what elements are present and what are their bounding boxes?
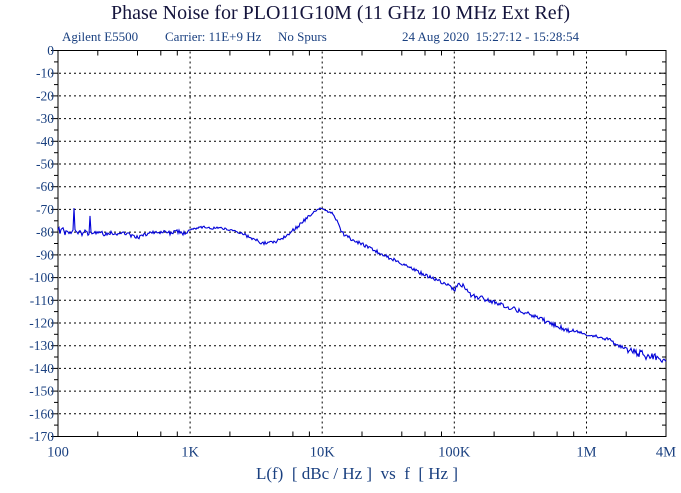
y-tick-label: -50 bbox=[36, 157, 54, 172]
y-tick-label: -90 bbox=[36, 247, 54, 262]
y-tick-label: -10 bbox=[36, 66, 54, 81]
page-title: Phase Noise for PLO11G10M (11 GHz 10 MHz… bbox=[110, 2, 570, 24]
y-tick-label: -160 bbox=[29, 406, 54, 421]
phase-noise-trace bbox=[57, 207, 667, 364]
measurement-datetime-label: 24 Aug 2020 15:27:12 - 15:28:54 bbox=[402, 29, 579, 44]
y-tick-label: -70 bbox=[36, 202, 54, 217]
y-tick-label: -130 bbox=[29, 338, 54, 353]
y-tick-label: -120 bbox=[29, 316, 54, 331]
y-tick-label: -170 bbox=[29, 429, 54, 444]
y-tick-label: -140 bbox=[29, 361, 54, 376]
spurs-status-label: No Spurs bbox=[278, 29, 327, 44]
axis-caption-label: L(f) [ dBc / Hz ] vs f [ Hz ] bbox=[255, 464, 459, 483]
y-tick-label: -100 bbox=[29, 270, 54, 285]
carrier-frequency-label: Carrier: 11E+9 Hz bbox=[165, 29, 262, 44]
y-tick-label: 0 bbox=[47, 43, 54, 58]
y-tick-label: -80 bbox=[36, 225, 54, 240]
y-tick-label: -20 bbox=[36, 88, 54, 103]
x-tick-label: 100 bbox=[47, 445, 69, 461]
x-tick-label: 1M bbox=[576, 445, 596, 461]
y-tick-label: -30 bbox=[36, 111, 54, 126]
x-tick-label: 100K bbox=[438, 445, 471, 461]
y-tick-label: -110 bbox=[30, 293, 54, 308]
y-tick-label: -150 bbox=[29, 384, 54, 399]
instrument-label: Agilent E5500 bbox=[62, 29, 139, 44]
y-tick-label: -60 bbox=[36, 179, 54, 194]
x-tick-label: 4M bbox=[656, 445, 676, 461]
x-tick-label: 10K bbox=[310, 445, 336, 461]
y-tick-label: -40 bbox=[36, 134, 54, 149]
x-tick-label: 1K bbox=[181, 445, 199, 461]
